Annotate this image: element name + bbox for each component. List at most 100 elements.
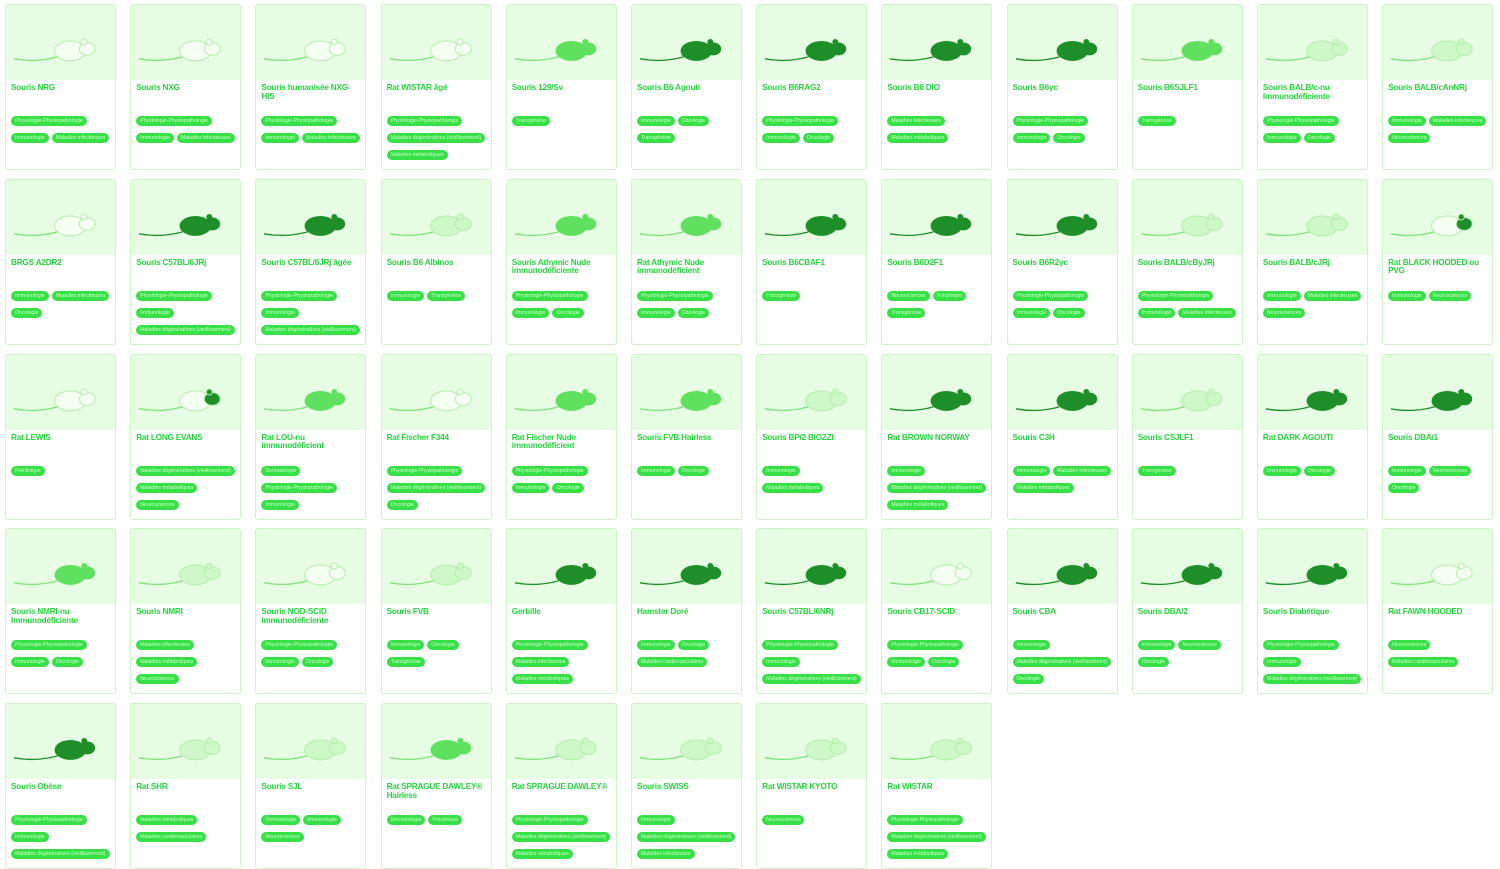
animal-name[interactable]: Souris NMRI-nu Immunodéficiente: [11, 608, 78, 625]
category-tag[interactable]: Physiologie-Physiopathologie: [11, 116, 87, 126]
category-tag[interactable]: Physiologie-Physiopathologie: [511, 640, 588, 651]
category-tag[interactable]: Transgénèse: [636, 133, 676, 143]
category-tag[interactable]: Immunologie: [1262, 657, 1301, 668]
category-tag[interactable]: Immunologie: [136, 133, 174, 143]
animal-name[interactable]: Souris CSJLF1: [1137, 433, 1194, 442]
animal-card[interactable]: Souris C57BL/6JRj Physiologie-Physiopatho…: [130, 178, 242, 345]
animal-card[interactable]: Souris B6γc Physiologie-Physiopathologie I…: [1006, 4, 1118, 170]
category-tag[interactable]: Physiologie-Physiopathologie: [11, 640, 87, 651]
animal-card[interactable]: Souris NXG Physiologie-Physiopathologie Im…: [130, 4, 242, 170]
category-tag[interactable]: Maladies infectieuses: [511, 657, 570, 668]
category-tag[interactable]: Dermatologie: [261, 465, 301, 476]
category-tag[interactable]: Maladies infectieuses: [1303, 290, 1362, 301]
category-tag[interactable]: Maladies infectieuses: [1053, 465, 1111, 476]
category-tag[interactable]: Transgénèse: [1137, 465, 1176, 476]
animal-card[interactable]: Rat WISTAR KYOTO Neurosciences: [756, 703, 868, 869]
category-tag[interactable]: Immunologie: [136, 307, 174, 318]
category-tag[interactable]: Neurosciences: [762, 815, 805, 826]
category-tag[interactable]: Oncologie: [1303, 465, 1335, 476]
animal-card[interactable]: Rat WISTAR âgé Physiologie-Physiopatholog…: [380, 4, 492, 170]
category-tag[interactable]: Physiologie-Physiopathologie: [636, 290, 713, 301]
category-tag[interactable]: Oncologie: [1053, 307, 1085, 318]
animal-card[interactable]: Souris B6RAG2 Physiologie-Physiopathologi…: [756, 4, 868, 170]
category-tag[interactable]: Immunologie: [11, 657, 49, 668]
animal-card[interactable]: Gerbille Physiologie-Physiopathologie Mala…: [505, 528, 617, 695]
animal-name[interactable]: BRGS A2DR2: [11, 258, 62, 267]
animal-name[interactable]: Souris DBA/1: [1388, 433, 1438, 442]
animal-name[interactable]: Souris Diabétique: [1262, 608, 1330, 617]
category-tag[interactable]: Physiologie-Physiopathologie: [1012, 116, 1089, 126]
category-tag[interactable]: Maladies dégénératives (vieillissement): [636, 832, 736, 843]
animal-card[interactable]: Souris FVB Hairless Immunologie Oncologie: [630, 353, 742, 520]
category-tag[interactable]: Immunologie: [762, 657, 800, 668]
category-tag[interactable]: Maladies dégénératives (vieillissement): [136, 465, 235, 476]
animal-card[interactable]: Rat SPRAGUE DAWLEY® Physiologie-Physiopat…: [505, 703, 617, 869]
animal-name[interactable]: Souris C3H: [1012, 433, 1055, 442]
category-tag[interactable]: Immunologie: [511, 482, 550, 493]
category-tag[interactable]: Immunologie: [636, 116, 675, 126]
animal-card[interactable]: Souris SJL Dermatologie Immunologie Neurosc…: [255, 703, 367, 869]
animal-name[interactable]: Souris C57BL/6JRj âgée: [261, 258, 352, 267]
category-tag[interactable]: Immunologie: [1137, 640, 1176, 651]
category-tag[interactable]: Maladies infectieuses: [1178, 307, 1236, 318]
category-tag[interactable]: Physiologie-Physiopathologie: [762, 640, 838, 651]
category-tag[interactable]: Maladies dégénératives (vieillissement): [261, 324, 360, 335]
category-tag[interactable]: Physiologie-Physiopathologie: [136, 290, 212, 301]
animal-name[interactable]: Rat Fischer Nude immunodéficient: [511, 433, 576, 451]
category-tag[interactable]: Oncologie: [1053, 133, 1085, 143]
category-tag[interactable]: Maladies infectieuses: [636, 849, 695, 860]
category-tag[interactable]: Maladies infectieuses: [302, 133, 360, 143]
category-tag[interactable]: Oncologie: [1012, 674, 1044, 685]
category-tag[interactable]: Oncologie: [552, 307, 584, 318]
category-tag[interactable]: Immunologie: [636, 815, 675, 826]
category-tag[interactable]: Transgénèse: [887, 307, 926, 318]
category-tag[interactable]: Préclinique: [11, 465, 45, 476]
category-tag[interactable]: Physiologie-Physiopathologie: [136, 116, 212, 126]
category-tag[interactable]: Neurosciences: [1178, 640, 1221, 651]
category-tag[interactable]: Oncologie: [677, 465, 709, 476]
animal-card[interactable]: Souris C3H Immunologie Maladies infectieus…: [1006, 353, 1118, 520]
animal-name[interactable]: Rat SPRAGUE DAWLEY®: [511, 783, 608, 792]
category-tag[interactable]: Immunologie: [1388, 465, 1426, 476]
category-tag[interactable]: Physiologie-Physiopathologie: [511, 465, 588, 476]
animal-card[interactable]: Rat LONG EVANS Maladies dégénératives (vi…: [130, 353, 242, 520]
category-tag[interactable]: Maladies métaboliques: [762, 482, 824, 493]
category-tag[interactable]: Immunologie: [261, 133, 300, 143]
animal-name[interactable]: Souris FVB: [386, 608, 429, 617]
animal-card[interactable]: Souris CSJLF1 Transgénèse: [1131, 353, 1243, 520]
category-tag[interactable]: Oncologie: [51, 657, 84, 668]
category-tag[interactable]: Maladies dégénératives (vieillissement): [386, 133, 486, 143]
animal-name[interactable]: Souris 129/Sv: [511, 84, 563, 92]
category-tag[interactable]: Immunologie: [1262, 290, 1301, 301]
animal-card[interactable]: Rat FAWN HOODED Neurosciences Maladies car…: [1382, 528, 1494, 695]
category-tag[interactable]: Physiologie-Physiopathologie: [1012, 290, 1089, 301]
animal-name[interactable]: Rat SHR: [136, 783, 168, 792]
category-tag[interactable]: Maladies dégénératives (vieillissement): [762, 674, 861, 685]
animal-card[interactable]: Souris B6D2F1 Neurosciences Préclinique Tra…: [881, 178, 993, 345]
animal-name[interactable]: Rat Athymic Nude immunodéficient: [636, 258, 704, 276]
animal-name[interactable]: Souris Athymic Nude immunodéficiente: [511, 258, 591, 276]
animal-card[interactable]: Souris BALB/cByJRj Physiologie-Physiopath…: [1131, 178, 1243, 345]
animal-card[interactable]: Souris DBA/2 Immunologie Neurosciences Onco…: [1131, 528, 1243, 695]
animal-card[interactable]: Hamster Doré Immunologie Oncologie Maladies…: [630, 528, 742, 695]
animal-card[interactable]: Souris B6 Albinos Immunologie Transgénèse: [380, 178, 492, 345]
animal-name[interactable]: Souris NXG: [136, 84, 180, 92]
category-tag[interactable]: Physiologie-Physiopathologie: [511, 290, 588, 301]
animal-card[interactable]: Souris CB17-SCID Physiologie-Physiopathol…: [881, 528, 993, 695]
animal-name[interactable]: Souris B6RAG2: [762, 84, 821, 92]
category-tag[interactable]: Neurosciences: [1428, 290, 1472, 301]
category-tag[interactable]: Maladies cardiovasculaires: [1388, 657, 1459, 668]
animal-card[interactable]: Souris NMRI Maladies infectieuses Maladies…: [130, 528, 242, 695]
animal-name[interactable]: Souris B6 DIO: [887, 84, 940, 92]
category-tag[interactable]: Physiologie-Physiopathologie: [11, 815, 87, 826]
category-tag[interactable]: Physiologie-Physiopathologie: [1262, 116, 1339, 126]
category-tag[interactable]: Neurosciences: [261, 832, 304, 843]
animal-name[interactable]: Rat WISTAR KYOTO: [762, 783, 838, 792]
category-tag[interactable]: Immunologie: [1012, 307, 1051, 318]
category-tag[interactable]: Neurosciences: [136, 674, 179, 685]
animal-card[interactable]: Souris BP/2 BIOZZI Immunologie Maladies mé…: [756, 353, 868, 520]
animal-name[interactable]: Souris B6 Agouti: [636, 84, 700, 92]
category-tag[interactable]: Immunologie: [11, 832, 49, 843]
category-tag[interactable]: Oncologie: [11, 307, 43, 318]
category-tag[interactable]: Immunologie: [887, 465, 926, 476]
